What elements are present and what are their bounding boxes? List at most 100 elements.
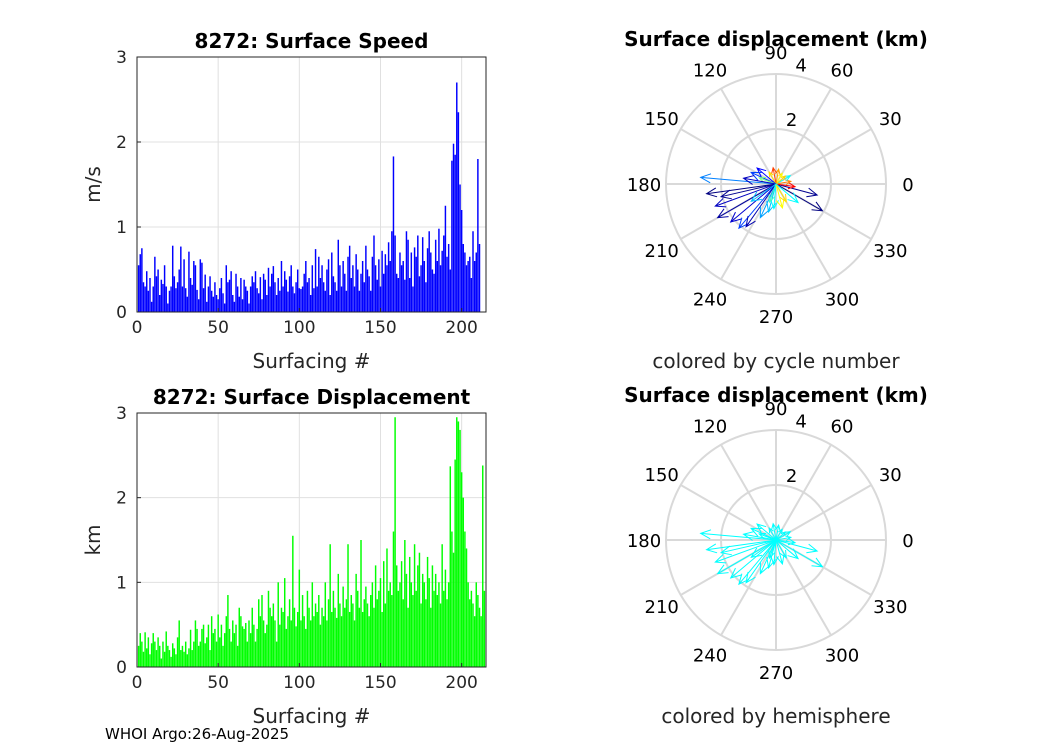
chart1-bar	[423, 261, 426, 312]
chart2-bar	[238, 607, 240, 667]
chart1-bar	[154, 256, 156, 312]
chart3-arrow	[705, 183, 777, 198]
chart2-bar	[171, 643, 174, 667]
chart2-bar	[141, 641, 143, 667]
chart1-bar	[165, 286, 167, 312]
chart1-bar	[425, 282, 427, 312]
chart1-bar	[408, 278, 411, 312]
chart3-arrow	[768, 183, 777, 204]
chart1-bar	[418, 276, 421, 312]
chart4-arrow	[742, 531, 777, 541]
chart4-radius-ring	[720, 484, 832, 596]
chart2-bar	[228, 628, 231, 667]
chart2-bar	[227, 595, 229, 667]
chart1-bar	[152, 286, 154, 312]
chart2-bar	[420, 603, 422, 667]
chart2-bar	[386, 548, 388, 667]
chart1-bar	[324, 290, 327, 312]
chart1-bar	[332, 276, 335, 312]
chart2-bar	[301, 595, 304, 667]
chart4-arrow	[775, 528, 783, 541]
chart4-arrow	[775, 538, 797, 546]
chart1-bar	[469, 256, 471, 312]
chart2-bar	[374, 565, 377, 667]
chart1-bar	[222, 293, 224, 312]
chart2-bar	[407, 607, 409, 667]
chart2-bar	[256, 628, 258, 667]
chart3-angle-label: 300	[825, 289, 859, 310]
chart1-bar	[269, 286, 271, 312]
chart1-bar	[139, 254, 141, 312]
chart4-angle-label: 300	[825, 645, 859, 666]
chart2-bar	[391, 595, 393, 667]
chart1-bar	[477, 159, 479, 312]
chart1-bar	[207, 286, 210, 312]
chart1-bar	[370, 290, 372, 312]
chart2-bar	[331, 611, 333, 667]
chart2-bar	[262, 620, 265, 667]
chart1-bar	[413, 247, 416, 312]
chart4-arrow	[775, 539, 819, 554]
chart2-bar	[430, 607, 432, 667]
chart1-bar	[368, 276, 370, 312]
chart2-bar	[434, 573, 437, 667]
chart1-bar	[261, 299, 263, 312]
chart2-bar	[457, 421, 460, 667]
chart1-bar	[353, 286, 356, 312]
chart2-bar	[215, 641, 218, 667]
chart1-bar	[472, 231, 474, 312]
chart2-bar	[316, 611, 318, 667]
chart2-bar	[147, 637, 150, 667]
chart1-bar	[378, 259, 380, 312]
chart2-bar	[188, 648, 190, 667]
chart4-angle-label: 270	[759, 663, 793, 684]
chart1-bar	[253, 282, 255, 312]
chart1-bar	[201, 262, 203, 312]
chart1-bar	[167, 303, 169, 312]
chart4-arrow	[758, 532, 777, 541]
chart4-angle-label: 60	[831, 417, 854, 438]
chart2-bar	[451, 531, 453, 667]
chart2-x-tick-label: 100	[283, 673, 315, 693]
chart1-bar	[173, 276, 176, 312]
chart2-bar	[452, 552, 455, 667]
chart1-bar	[355, 254, 357, 312]
chart2-bar	[292, 535, 294, 667]
chart1-bar	[475, 252, 477, 312]
chart1-bar	[272, 266, 275, 312]
chart1-bar	[389, 261, 391, 312]
chart1-bar	[470, 278, 473, 312]
chart2-bar	[446, 599, 448, 667]
chart2-bar	[441, 544, 443, 667]
chart1-bar	[162, 283, 164, 312]
chart2-bar	[269, 607, 271, 667]
chart1-bar	[191, 284, 193, 312]
chart1-bar	[149, 278, 151, 312]
chart1-bar	[322, 282, 325, 312]
chart2-bar	[327, 599, 330, 667]
chart2-bar	[337, 573, 340, 667]
chart2-bar	[214, 628, 216, 667]
chart1-bar	[147, 290, 150, 312]
chart2-bar	[381, 611, 383, 667]
chart1-bar	[303, 273, 305, 312]
chart1-bar	[465, 265, 468, 312]
chart1-bar	[275, 295, 278, 312]
chart2-bar	[230, 641, 232, 667]
chart2-bar	[209, 650, 211, 667]
chart2-bar	[397, 590, 400, 667]
chart2-bar	[399, 582, 401, 667]
chart1-bar	[271, 273, 273, 312]
chart1-x-axis-label: Surfacing #	[253, 349, 371, 373]
chart4-arrow	[775, 539, 787, 559]
chart2-bar	[322, 616, 325, 667]
chart1-bar	[436, 261, 439, 312]
chart2-bar	[321, 607, 323, 667]
chart1-bar	[227, 282, 229, 312]
chart1-bar	[421, 237, 424, 312]
chart2-bar	[186, 654, 189, 667]
chart3-arrow	[775, 172, 783, 185]
chart1-bar	[366, 269, 369, 312]
chart1-bar	[236, 286, 239, 312]
